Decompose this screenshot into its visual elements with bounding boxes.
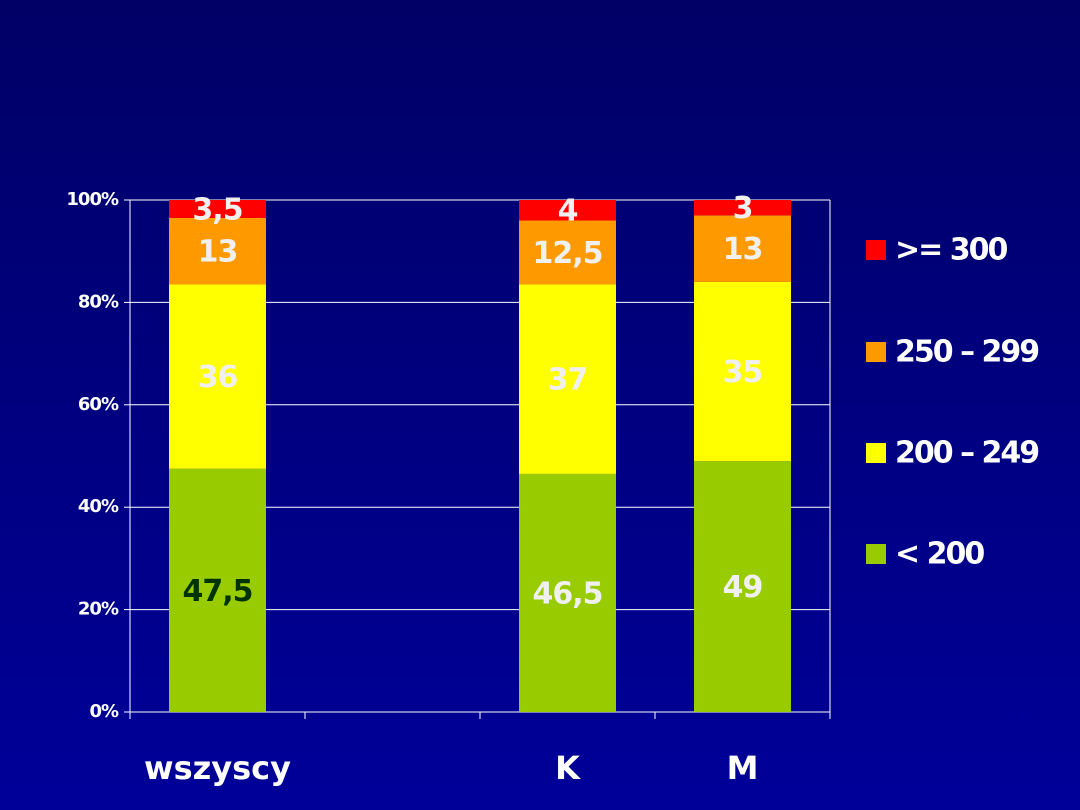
bar-segment <box>694 281 791 462</box>
bar-segment <box>169 217 266 285</box>
x-tick-label: wszyscy <box>144 749 291 787</box>
value-label: 3,5 <box>192 192 242 227</box>
y-tick-label: 20% <box>78 599 119 620</box>
legend-swatch <box>866 342 886 362</box>
value-label: 35 <box>723 355 763 390</box>
value-label: 37 <box>548 363 588 398</box>
legend-swatch <box>866 240 886 260</box>
value-label: 12,5 <box>532 236 602 271</box>
bar-segment <box>694 215 791 282</box>
bar-segment <box>169 200 266 218</box>
value-label: 13 <box>198 235 238 270</box>
bar-segment <box>519 220 616 285</box>
value-label: 47,5 <box>182 574 252 609</box>
bar-segment <box>169 468 266 712</box>
value-label: 49 <box>723 570 763 605</box>
y-tick-label: 60% <box>78 394 119 415</box>
x-tick-label: K <box>555 749 581 787</box>
value-label: 4 <box>558 194 578 229</box>
value-label: 3 <box>733 191 753 226</box>
bar-segment <box>519 473 616 712</box>
legend-label: < 200 <box>895 537 984 572</box>
bar-segment <box>519 200 616 221</box>
value-label: 36 <box>198 360 238 395</box>
bar-segment <box>169 284 266 469</box>
bar-segment <box>694 200 791 216</box>
legend-swatch <box>866 443 886 463</box>
y-tick-label: 40% <box>78 496 119 517</box>
y-tick-label: 0% <box>89 701 119 722</box>
legend-label: 250 – 299 <box>895 335 1038 370</box>
bar-segment <box>519 284 616 474</box>
legend-label: 200 – 249 <box>895 436 1038 471</box>
value-label: 13 <box>723 232 763 267</box>
legend-swatch <box>866 544 886 564</box>
legend-label: >= 300 <box>895 233 1007 268</box>
y-tick-label: 80% <box>78 291 119 312</box>
y-tick-label: 100% <box>66 189 119 210</box>
x-tick-label: M <box>727 749 759 787</box>
bar-segment <box>694 461 791 712</box>
value-label: 46,5 <box>532 576 602 611</box>
